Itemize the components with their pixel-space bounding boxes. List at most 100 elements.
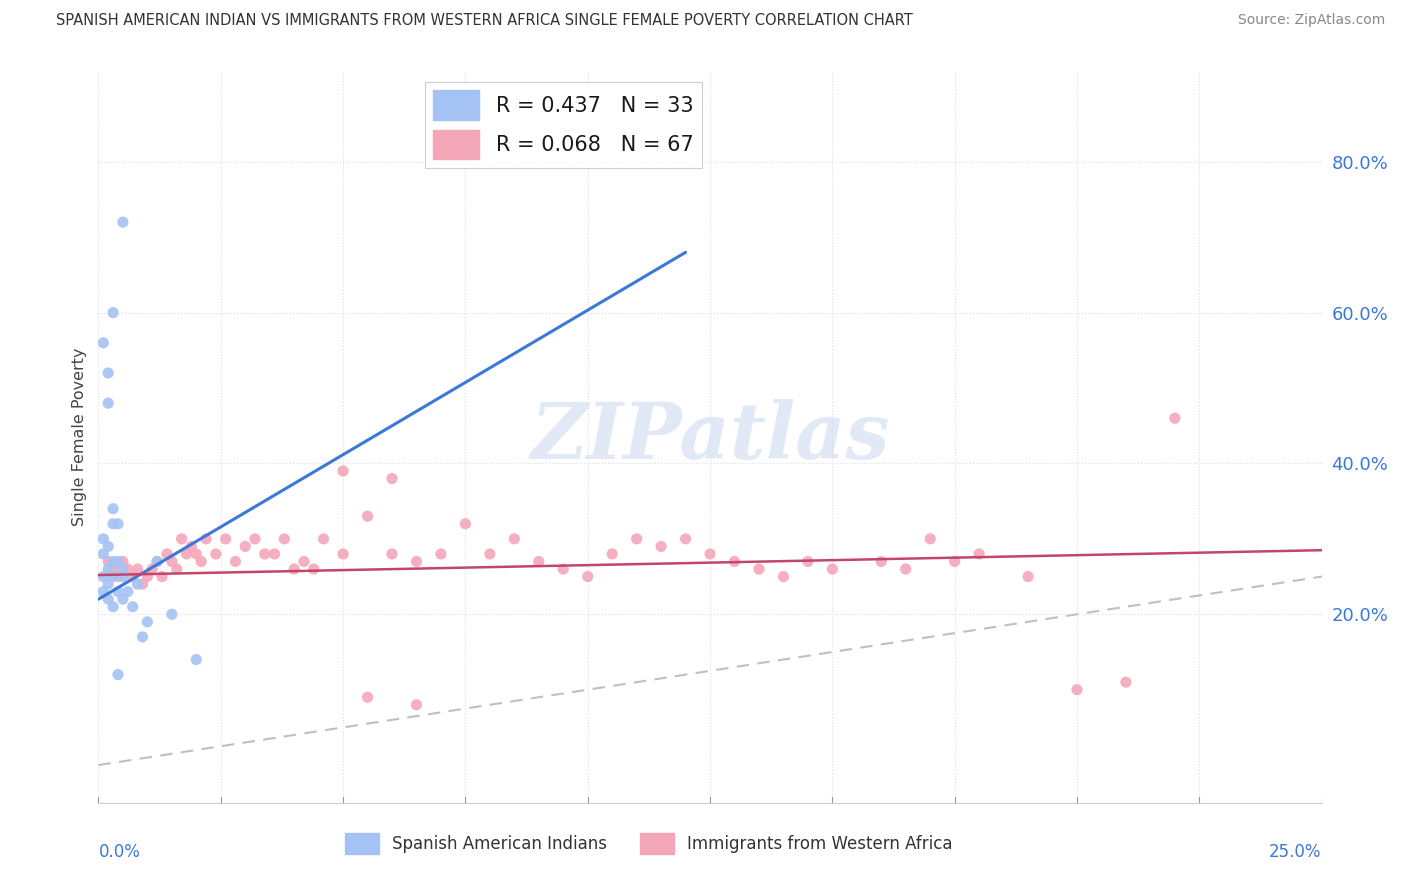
Point xyxy=(127,577,149,591)
Point xyxy=(381,471,404,485)
Point xyxy=(195,532,218,546)
Point xyxy=(101,562,124,576)
Point xyxy=(101,516,124,531)
Point xyxy=(146,554,169,568)
Point xyxy=(626,532,648,546)
Point xyxy=(91,532,114,546)
Point xyxy=(111,215,134,229)
Point xyxy=(292,554,315,568)
Text: ZIPatlas: ZIPatlas xyxy=(530,399,890,475)
Point xyxy=(205,547,228,561)
Point xyxy=(894,562,917,576)
Point xyxy=(748,562,770,576)
Point xyxy=(97,592,120,607)
Point xyxy=(91,584,114,599)
Point xyxy=(97,562,120,576)
Point xyxy=(920,532,942,546)
Point xyxy=(97,554,120,568)
Point xyxy=(1017,569,1039,583)
Point xyxy=(170,532,193,546)
Point xyxy=(430,547,453,561)
Point xyxy=(273,532,295,546)
Point xyxy=(141,562,163,576)
Point xyxy=(107,554,129,568)
Point xyxy=(160,554,183,568)
Point xyxy=(107,667,129,681)
Point xyxy=(160,607,183,622)
Point xyxy=(263,547,285,561)
Point xyxy=(233,540,256,554)
Point xyxy=(101,554,124,568)
Point xyxy=(283,562,305,576)
Point xyxy=(356,509,378,524)
Point xyxy=(772,569,794,583)
Point xyxy=(127,562,149,576)
Point xyxy=(101,306,124,320)
Point xyxy=(111,562,134,576)
Legend: Spanish American Indians, Immigrants from Western Africa: Spanish American Indians, Immigrants fro… xyxy=(339,827,959,860)
Point xyxy=(797,554,820,568)
Text: SPANISH AMERICAN INDIAN VS IMMIGRANTS FROM WESTERN AFRICA SINGLE FEMALE POVERTY : SPANISH AMERICAN INDIAN VS IMMIGRANTS FR… xyxy=(56,13,912,29)
Point xyxy=(111,554,134,568)
Point xyxy=(190,554,212,568)
Point xyxy=(166,562,188,576)
Point xyxy=(101,599,124,614)
Point xyxy=(146,554,169,568)
Point xyxy=(576,569,599,583)
Point xyxy=(312,532,335,546)
Point xyxy=(131,577,153,591)
Point xyxy=(97,577,120,591)
Point xyxy=(600,547,623,561)
Point xyxy=(111,569,134,583)
Y-axis label: Single Female Poverty: Single Female Poverty xyxy=(72,348,87,526)
Point xyxy=(117,584,139,599)
Point xyxy=(101,569,124,583)
Point xyxy=(253,547,276,561)
Point xyxy=(107,516,129,531)
Point xyxy=(156,547,179,561)
Point xyxy=(405,554,427,568)
Point xyxy=(176,547,198,561)
Text: 25.0%: 25.0% xyxy=(1270,843,1322,861)
Point xyxy=(136,569,159,583)
Point xyxy=(503,532,526,546)
Point xyxy=(97,366,120,380)
Text: Source: ZipAtlas.com: Source: ZipAtlas.com xyxy=(1237,13,1385,28)
Point xyxy=(91,569,114,583)
Point xyxy=(186,547,208,561)
Point xyxy=(1066,682,1088,697)
Point xyxy=(675,532,697,546)
Point xyxy=(107,569,129,583)
Point xyxy=(214,532,236,546)
Point xyxy=(821,562,844,576)
Point xyxy=(943,554,966,568)
Point xyxy=(131,630,153,644)
Point xyxy=(1164,411,1187,425)
Point xyxy=(224,554,246,568)
Point xyxy=(302,562,325,576)
Point xyxy=(243,532,266,546)
Point xyxy=(405,698,427,712)
Point xyxy=(723,554,745,568)
Point xyxy=(117,562,139,576)
Point xyxy=(650,540,672,554)
Point xyxy=(91,335,114,350)
Point xyxy=(454,516,477,531)
Point xyxy=(381,547,404,561)
Point xyxy=(101,501,124,516)
Point xyxy=(150,569,173,583)
Point xyxy=(553,562,575,576)
Point xyxy=(332,547,354,561)
Point xyxy=(97,540,120,554)
Point xyxy=(107,584,129,599)
Point xyxy=(478,547,501,561)
Point xyxy=(186,652,208,666)
Point xyxy=(870,554,893,568)
Point xyxy=(97,396,120,410)
Text: 0.0%: 0.0% xyxy=(98,843,141,861)
Point xyxy=(111,592,134,607)
Point xyxy=(527,554,550,568)
Point xyxy=(356,690,378,705)
Point xyxy=(1115,675,1137,690)
Point xyxy=(180,540,202,554)
